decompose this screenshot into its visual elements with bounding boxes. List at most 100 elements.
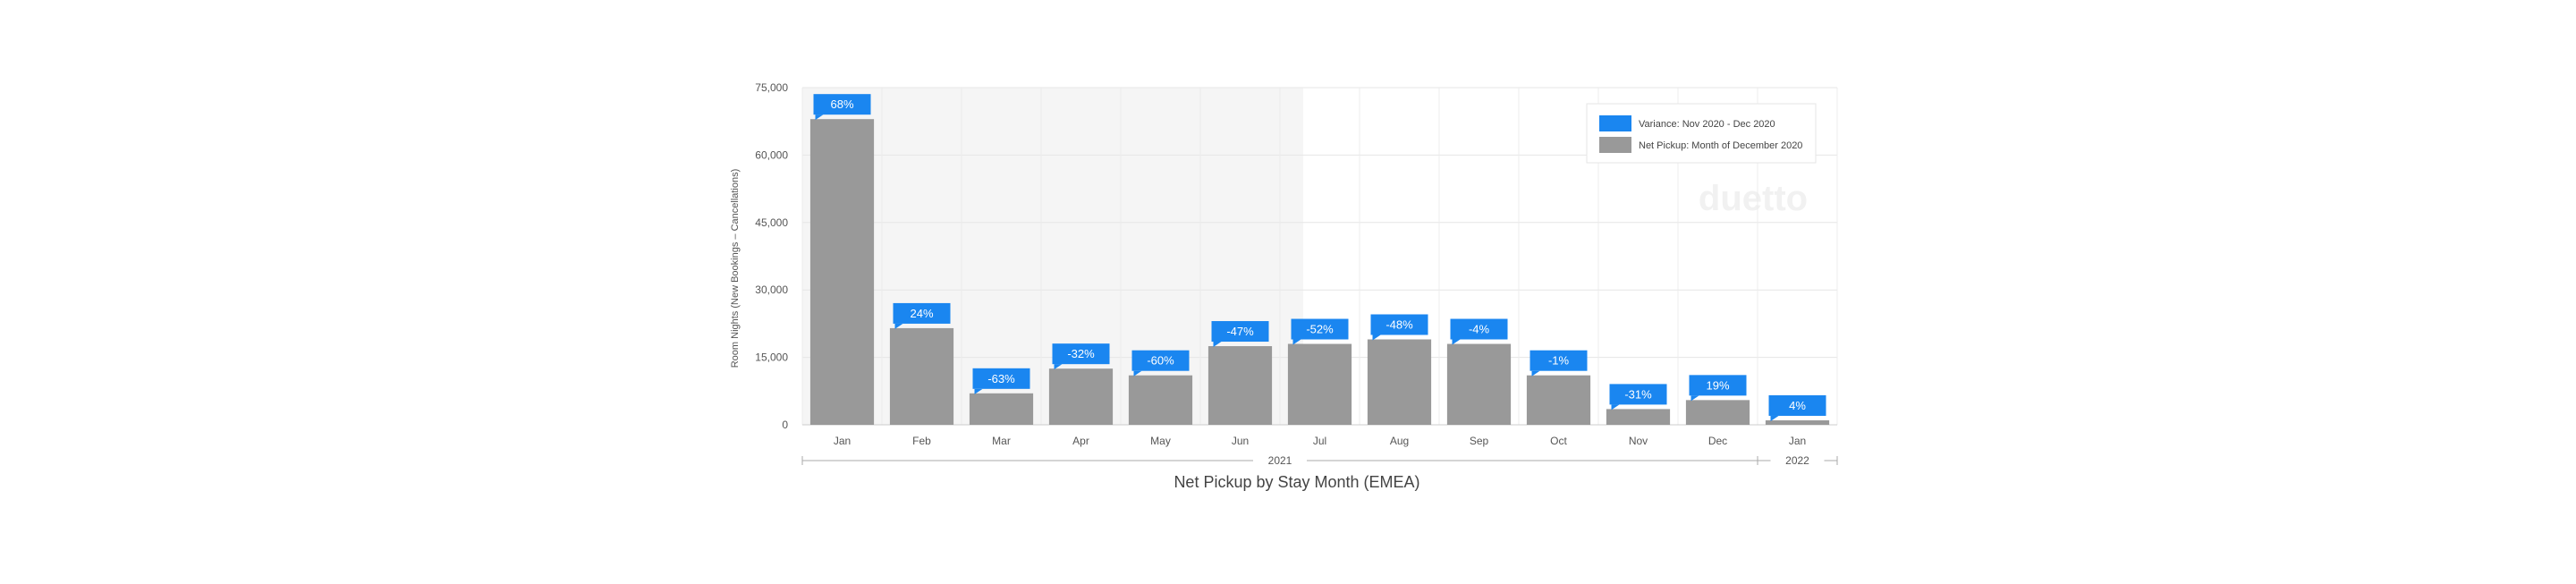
legend-label-variance[interactable]: Variance: Nov 2020 - Dec 2020 <box>1639 119 1775 130</box>
variance-label-pointer <box>1054 364 1063 370</box>
variance-label[interactable]: -60% <box>1131 350 1190 377</box>
variance-label[interactable]: -4% <box>1450 318 1508 345</box>
bar-sep-8[interactable] <box>1446 343 1512 425</box>
variance-label-text: -31% <box>1624 387 1652 401</box>
x-tick-label: Apr <box>1072 435 1089 447</box>
variance-label-box <box>1530 350 1588 371</box>
variance-label-text: -47% <box>1226 325 1254 338</box>
variance-label-pointer <box>1690 395 1699 402</box>
variance-label-text: -60% <box>1147 354 1174 368</box>
bar-aug-7[interactable] <box>1367 339 1432 425</box>
year-group-label: 2021 <box>1268 454 1292 467</box>
legend-box <box>1586 103 1817 164</box>
bar-jul-6[interactable] <box>1287 343 1352 425</box>
variance-label-box <box>1450 318 1508 340</box>
y-tick-label: 60,000 <box>755 148 788 161</box>
x-tick-label: Sep <box>1470 435 1489 447</box>
variance-label-pointer <box>1770 415 1779 421</box>
variance-label-text: 19% <box>1706 378 1729 392</box>
x-tick-label: Jan <box>834 435 851 447</box>
bar-dec-11[interactable] <box>1685 400 1750 425</box>
y-tick-label: 45,000 <box>755 216 788 229</box>
y-tick-label: 15,000 <box>755 351 788 364</box>
legend-swatch-variance[interactable] <box>1599 115 1631 131</box>
variance-label-box <box>813 94 871 115</box>
variance-label-text: 4% <box>1789 399 1806 412</box>
bar-feb-1[interactable] <box>889 327 954 425</box>
variance-label-text: 24% <box>910 307 933 320</box>
x-tick-label: Mar <box>992 435 1011 447</box>
variance-label-box <box>1052 343 1110 365</box>
bar-jan-0[interactable] <box>809 119 875 426</box>
y-tick-label: 30,000 <box>755 284 788 296</box>
variance-label-text: 68% <box>830 97 853 111</box>
variance-label[interactable]: 19% <box>1689 375 1747 402</box>
variance-label-box <box>1370 314 1428 335</box>
x-tick-label: Aug <box>1390 435 1409 447</box>
y-axis: 0 15,000 30,000 45,000 60,000 75,000 <box>755 81 788 431</box>
variance-label[interactable]: -47% <box>1211 321 1269 348</box>
variance-label[interactable]: 4% <box>1768 394 1826 421</box>
y-tick-label: 0 <box>782 419 788 431</box>
variance-label[interactable]: -48% <box>1370 314 1428 341</box>
variance-label-box <box>1211 321 1269 343</box>
variance-label-box <box>1689 375 1747 396</box>
category-labels: Jan Feb Mar Apr May Jun Jul Aug Sep Oct Nov Dec Jan <box>834 435 1806 447</box>
bar-jun-5[interactable] <box>1208 346 1273 425</box>
variance-label-box <box>893 302 951 324</box>
x-tick-label: Feb <box>912 435 931 447</box>
bar-jan-12[interactable] <box>1765 419 1830 425</box>
bar-apr-3[interactable] <box>1048 368 1114 425</box>
variance-label-pointer <box>1292 339 1301 345</box>
legend-label-net-pickup[interactable]: Net Pickup: Month of December 2020 <box>1639 140 1802 151</box>
x-axis-label: Net Pickup by Stay Month (EMEA) <box>1174 473 1419 491</box>
variance-label-box <box>1768 394 1826 416</box>
legend[interactable]: Variance: Nov 2020 - Dec 2020 Net Pickup… <box>1586 103 1817 164</box>
variance-label-text: -4% <box>1469 323 1490 336</box>
variance-label-text: -1% <box>1548 354 1570 368</box>
bar-oct-9[interactable] <box>1526 375 1591 425</box>
variance-label[interactable]: -63% <box>972 368 1030 394</box>
variance-label[interactable]: -32% <box>1052 343 1110 370</box>
x-tick-label: Jun <box>1232 435 1249 447</box>
variance-label[interactable]: 24% <box>893 302 951 329</box>
bar-nov-10[interactable] <box>1606 409 1671 425</box>
variance-label-box <box>1131 350 1190 371</box>
year-groups: 2021 2022 <box>801 454 1838 467</box>
variance-label-pointer <box>815 114 824 121</box>
variance-label[interactable]: -31% <box>1609 384 1667 410</box>
variance-label-pointer <box>1452 339 1461 345</box>
legend-swatch-net-pickup[interactable] <box>1599 137 1631 153</box>
variance-label-pointer <box>894 323 903 329</box>
variance-label-text: -52% <box>1306 323 1334 336</box>
year-group-label: 2022 <box>1785 454 1809 467</box>
bar-mar-2[interactable] <box>969 393 1034 425</box>
variance-label-box <box>1609 384 1667 405</box>
year-group-2021: 2021 <box>801 454 1758 467</box>
x-tick-label: Dec <box>1708 435 1727 447</box>
variance-label-pointer <box>974 388 983 394</box>
variance-label-box <box>1291 318 1349 340</box>
variance-label[interactable]: -1% <box>1530 350 1588 377</box>
x-tick-label: Jan <box>1789 435 1806 447</box>
variance-label[interactable]: 68% <box>813 94 871 121</box>
variance-label-box <box>972 368 1030 389</box>
variance-label-pointer <box>1133 370 1142 377</box>
x-tick-label: Jul <box>1313 435 1326 447</box>
variance-label-text: -32% <box>1067 347 1095 360</box>
y-tick-label: 75,000 <box>755 81 788 94</box>
bar-may-4[interactable] <box>1128 375 1193 425</box>
year-group-2022: 2022 <box>1757 454 1838 467</box>
x-tick-label: Oct <box>1550 435 1567 447</box>
variance-label-pointer <box>1611 404 1620 410</box>
variance-label[interactable]: -52% <box>1291 318 1349 345</box>
variance-label-pointer <box>1213 342 1222 348</box>
bars-layer: 68% 24% -63% -32% -60% -47% -52% -48% -4% -1% -31%… <box>809 94 1830 426</box>
x-tick-label: May <box>1150 435 1171 447</box>
variance-label-pointer <box>1372 334 1381 341</box>
x-tick-label: Nov <box>1629 435 1648 447</box>
variance-label-text: -63% <box>987 372 1015 385</box>
watermark-logo: duetto <box>1699 179 1808 218</box>
variance-label-text: -48% <box>1385 317 1413 331</box>
